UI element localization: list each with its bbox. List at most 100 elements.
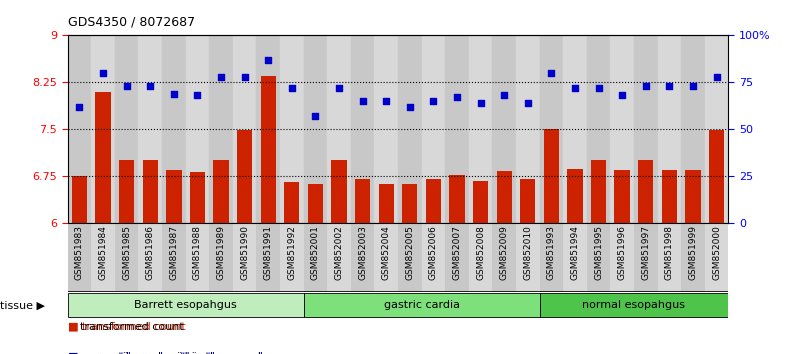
- Bar: [611, 35, 634, 223]
- Bar: [587, 35, 611, 223]
- Bar: [681, 223, 704, 292]
- Bar: [115, 35, 139, 223]
- Bar: [189, 172, 205, 223]
- Text: GSM851984: GSM851984: [99, 225, 107, 280]
- Bar: [520, 179, 536, 223]
- Point: [73, 104, 86, 109]
- Bar: [657, 35, 681, 223]
- Text: GSM851998: GSM851998: [665, 225, 674, 280]
- Bar: [374, 35, 398, 223]
- Bar: [449, 175, 465, 223]
- Bar: [422, 223, 445, 292]
- Bar: [634, 223, 657, 292]
- Text: ■: ■: [68, 352, 78, 354]
- Bar: [209, 35, 232, 223]
- Text: GSM852004: GSM852004: [382, 225, 391, 280]
- Text: GSM852005: GSM852005: [405, 225, 414, 280]
- Bar: [280, 223, 303, 292]
- Bar: [638, 160, 654, 223]
- Bar: [166, 170, 181, 223]
- Point: [639, 83, 652, 89]
- Bar: [681, 35, 704, 223]
- Point: [663, 83, 676, 89]
- Bar: [213, 160, 228, 223]
- Bar: [280, 35, 303, 223]
- Bar: [96, 92, 111, 223]
- Bar: [303, 293, 540, 317]
- Bar: [303, 35, 327, 223]
- Bar: [260, 76, 276, 223]
- Point: [545, 70, 558, 76]
- Bar: [185, 223, 209, 292]
- Bar: [139, 223, 162, 292]
- Text: GSM852003: GSM852003: [358, 225, 367, 280]
- Bar: [657, 223, 681, 292]
- Bar: [591, 160, 607, 223]
- Point: [451, 95, 463, 100]
- Bar: [493, 35, 516, 223]
- Bar: [351, 35, 374, 223]
- Text: tissue ▶: tissue ▶: [0, 300, 45, 310]
- Bar: [162, 223, 185, 292]
- Bar: [308, 184, 323, 223]
- Text: GSM852009: GSM852009: [500, 225, 509, 280]
- Point: [96, 70, 109, 76]
- Text: ■ percentile rank within the sample: ■ percentile rank within the sample: [68, 352, 270, 354]
- Text: GSM852002: GSM852002: [334, 225, 344, 280]
- Point: [191, 93, 204, 98]
- Point: [309, 113, 322, 119]
- Bar: [493, 223, 516, 292]
- Bar: [516, 35, 540, 223]
- Bar: [185, 35, 209, 223]
- Bar: [497, 171, 512, 223]
- Text: GDS4350 / 8072687: GDS4350 / 8072687: [68, 16, 195, 29]
- Text: GSM851992: GSM851992: [287, 225, 296, 280]
- Text: GSM851989: GSM851989: [217, 225, 225, 280]
- Bar: [355, 179, 370, 223]
- Text: GSM851988: GSM851988: [193, 225, 202, 280]
- Bar: [68, 223, 92, 292]
- Bar: [162, 35, 185, 223]
- Text: percentile rank within the sample: percentile rank within the sample: [80, 352, 267, 354]
- Bar: [351, 223, 374, 292]
- Bar: [398, 35, 422, 223]
- Point: [333, 85, 345, 91]
- Point: [498, 93, 510, 98]
- Point: [710, 74, 723, 80]
- Point: [167, 91, 180, 96]
- Bar: [115, 223, 139, 292]
- Text: normal esopahgus: normal esopahgus: [583, 300, 685, 310]
- Bar: [256, 223, 280, 292]
- Bar: [233, 223, 256, 292]
- Point: [357, 98, 369, 104]
- Text: GSM851995: GSM851995: [594, 225, 603, 280]
- Bar: [92, 35, 115, 223]
- Point: [215, 74, 228, 80]
- Point: [380, 98, 392, 104]
- Bar: [704, 35, 728, 223]
- Bar: [685, 170, 700, 223]
- Point: [521, 100, 534, 106]
- Text: GSM851983: GSM851983: [75, 225, 84, 280]
- Bar: [568, 169, 583, 223]
- Bar: [564, 35, 587, 223]
- Bar: [540, 223, 563, 292]
- Bar: [72, 176, 87, 223]
- Bar: [139, 35, 162, 223]
- Bar: [469, 35, 493, 223]
- Bar: [256, 35, 280, 223]
- Bar: [284, 182, 299, 223]
- Bar: [68, 35, 92, 223]
- Bar: [661, 170, 677, 223]
- Text: GSM851987: GSM851987: [170, 225, 178, 280]
- Bar: [544, 129, 559, 223]
- Bar: [209, 223, 232, 292]
- Bar: [303, 223, 327, 292]
- Point: [262, 57, 275, 63]
- Bar: [398, 223, 422, 292]
- Bar: [469, 223, 493, 292]
- Bar: [331, 160, 347, 223]
- Bar: [402, 184, 417, 223]
- Bar: [379, 184, 394, 223]
- Text: GSM852000: GSM852000: [712, 225, 721, 280]
